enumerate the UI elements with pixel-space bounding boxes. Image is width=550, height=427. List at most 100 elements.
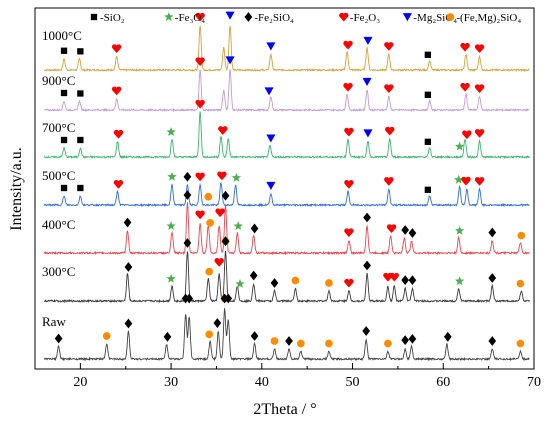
series-line-1000°C — [43, 25, 530, 73]
marker-heart — [195, 99, 205, 109]
peak-markers — [54, 11, 526, 348]
marker-star — [454, 225, 465, 235]
legend-label: -SiO₂ — [100, 12, 125, 24]
marker-circle — [270, 337, 279, 345]
legend-label: -Fe₂SiO₄ — [254, 12, 294, 24]
marker-square — [60, 136, 68, 144]
marker-triangle-down — [225, 11, 235, 20]
series-label: 700°C — [42, 120, 75, 135]
marker-diamond — [221, 190, 230, 201]
series-line-400°C — [43, 202, 530, 256]
series-label: 1000°C — [42, 28, 82, 43]
marker-circle — [516, 339, 525, 348]
series-labels: 1000°C 900°C 700°C 500°C 400°C 300°C Raw — [42, 28, 82, 329]
legend-marker-diamond — [244, 12, 253, 22]
marker-diamond — [408, 228, 417, 238]
marker-square — [77, 184, 84, 192]
marker-star — [454, 174, 464, 184]
legend-marker-heart — [339, 12, 349, 22]
marker-heart — [474, 129, 485, 138]
marker-heart — [218, 126, 228, 135]
marker-circle — [102, 332, 111, 340]
series-line-900°C — [43, 69, 530, 113]
marker-diamond — [183, 190, 192, 200]
marker-diamond — [285, 336, 293, 346]
marker-star — [235, 279, 245, 288]
marker-diamond — [183, 171, 192, 182]
legend-label: -Fe₃O₄ — [175, 12, 205, 24]
marker-square — [77, 48, 84, 55]
marker-heart — [474, 177, 485, 186]
marker-circle — [205, 330, 214, 339]
marker-diamond — [221, 236, 230, 247]
series-label: 500°C — [42, 168, 75, 183]
marker-heart — [195, 210, 205, 220]
marker-heart — [343, 82, 353, 92]
marker-square — [424, 186, 431, 193]
marker-diamond — [250, 331, 259, 341]
marker-heart — [113, 129, 124, 139]
marker-diamond — [488, 273, 497, 283]
marker-circle — [204, 192, 213, 201]
marker-diamond — [224, 293, 233, 304]
marker-triangle-down — [225, 56, 235, 65]
marker-heart — [214, 258, 224, 267]
marker-heart — [384, 84, 394, 94]
legend-marker-square — [90, 13, 98, 21]
series-line-500°C — [43, 182, 530, 208]
legend-label: -Mg₂SiO₄ — [413, 12, 457, 24]
marker-heart — [460, 42, 470, 52]
marker-heart — [195, 12, 205, 22]
marker-diamond — [408, 275, 417, 286]
marker-heart — [343, 40, 353, 50]
marker-heart — [215, 208, 225, 218]
marker-star — [233, 221, 243, 231]
x-tick-label: 30 — [164, 375, 178, 390]
marker-circle — [206, 218, 214, 227]
x-tick-label: 50 — [346, 375, 360, 390]
marker-circle — [517, 231, 526, 240]
marker-circle — [325, 279, 333, 287]
marker-diamond — [249, 270, 258, 281]
marker-diamond — [270, 278, 279, 288]
marker-heart — [111, 44, 122, 54]
x-tick-label: 60 — [436, 375, 450, 390]
marker-star — [166, 273, 176, 283]
plot-frame — [34, 7, 535, 370]
legend-marker-triangle-down — [402, 13, 412, 22]
marker-heart — [111, 86, 122, 96]
marker-heart — [344, 228, 354, 238]
marker-diamond — [124, 262, 133, 272]
marker-heart — [344, 180, 354, 189]
series-label: 900°C — [42, 73, 75, 88]
marker-diamond — [401, 275, 410, 286]
marker-square — [77, 136, 84, 144]
series-line-300°C — [43, 250, 530, 304]
x-tick-label: 20 — [73, 375, 87, 390]
marker-star — [454, 141, 465, 151]
y-axis-label: Intensity/a.u. — [8, 147, 25, 231]
marker-square — [77, 90, 84, 97]
marker-square — [60, 184, 68, 192]
marker-square — [424, 138, 431, 145]
legend: -SiO₂ -Fe₃O₄ -Fe₂SiO₄ -Fe₂O₃ -Mg₂SiO₄ -(Fe,Mg… — [90, 12, 521, 24]
marker-diamond — [124, 318, 133, 329]
marker-diamond — [163, 331, 172, 342]
x-tick-label: 70 — [527, 375, 541, 390]
marker-diamond — [363, 212, 371, 223]
marker-circle — [291, 276, 300, 285]
marker-diamond — [363, 260, 371, 271]
marker-diamond — [488, 336, 497, 346]
legend-marker-circle — [446, 13, 455, 21]
marker-heart — [461, 176, 471, 186]
marker-circle — [205, 267, 214, 276]
marker-diamond — [123, 217, 132, 228]
marker-heart — [386, 224, 397, 233]
x-axis-label: 2Theta / ° — [253, 401, 316, 418]
marker-heart — [384, 177, 394, 186]
series-label: Raw — [42, 314, 66, 329]
marker-heart — [385, 126, 395, 136]
marker-diamond — [54, 333, 63, 344]
marker-heart — [474, 44, 485, 54]
